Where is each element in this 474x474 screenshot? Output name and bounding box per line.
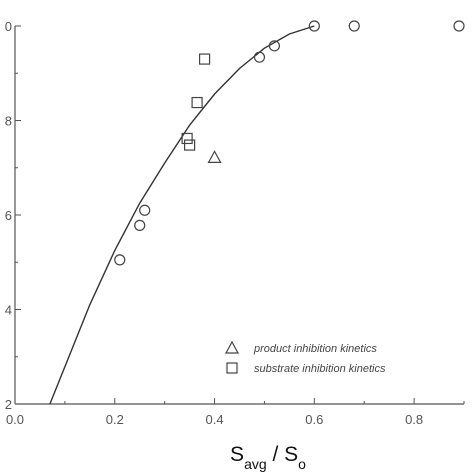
legend-entry-label: product inhibition kinetics	[253, 343, 377, 355]
x-tick-label: 0.2	[106, 412, 124, 427]
fit-curve	[49, 25, 315, 405]
axes	[14, 26, 464, 405]
circle-point	[308, 20, 320, 32]
x-tick-label: 0.4	[206, 412, 224, 427]
circle-point	[453, 20, 465, 32]
tick-labels: 0.0 0.2 0.4 0.6 0.8 2 4 6 8 0	[5, 19, 423, 427]
tick-marks	[14, 25, 465, 405]
circle-point	[253, 51, 266, 63]
x-tick-label: 0.0	[6, 412, 24, 427]
fit-curve-layer	[49, 25, 315, 405]
square-point	[198, 53, 211, 65]
triangle-point	[207, 150, 222, 163]
circle-point	[348, 20, 360, 32]
square-point	[191, 96, 203, 109]
square-point	[184, 139, 196, 151]
y-tick-label: 2	[5, 397, 12, 412]
y-tick-label: 4	[5, 303, 12, 318]
x-label-sub1: avg	[244, 456, 267, 472]
x-tick-label: 0.8	[405, 412, 423, 427]
x-axis-label: Savg / So	[230, 443, 306, 472]
circle-point	[268, 40, 281, 52]
x-label-sub2: o	[298, 456, 306, 472]
legend-entry-label: substrate inhibition kinetics	[254, 363, 386, 375]
square-point	[181, 132, 193, 145]
x-tick-label: 0.6	[305, 412, 323, 427]
x-label-mid: / S	[267, 443, 299, 466]
y-tick-label: 8	[5, 114, 12, 129]
y-tick-label: 0	[5, 19, 12, 34]
legend: product inhibition kinetics substrate inh…	[224, 340, 386, 375]
circle-point	[114, 254, 126, 266]
y-tick-label: 6	[5, 208, 12, 223]
legend-triangle-marker	[224, 340, 240, 354]
circle-point	[134, 219, 146, 231]
data-points	[114, 20, 465, 266]
circle-point	[139, 204, 151, 216]
x-label-main: S	[230, 443, 244, 466]
legend-square-marker	[226, 362, 238, 374]
